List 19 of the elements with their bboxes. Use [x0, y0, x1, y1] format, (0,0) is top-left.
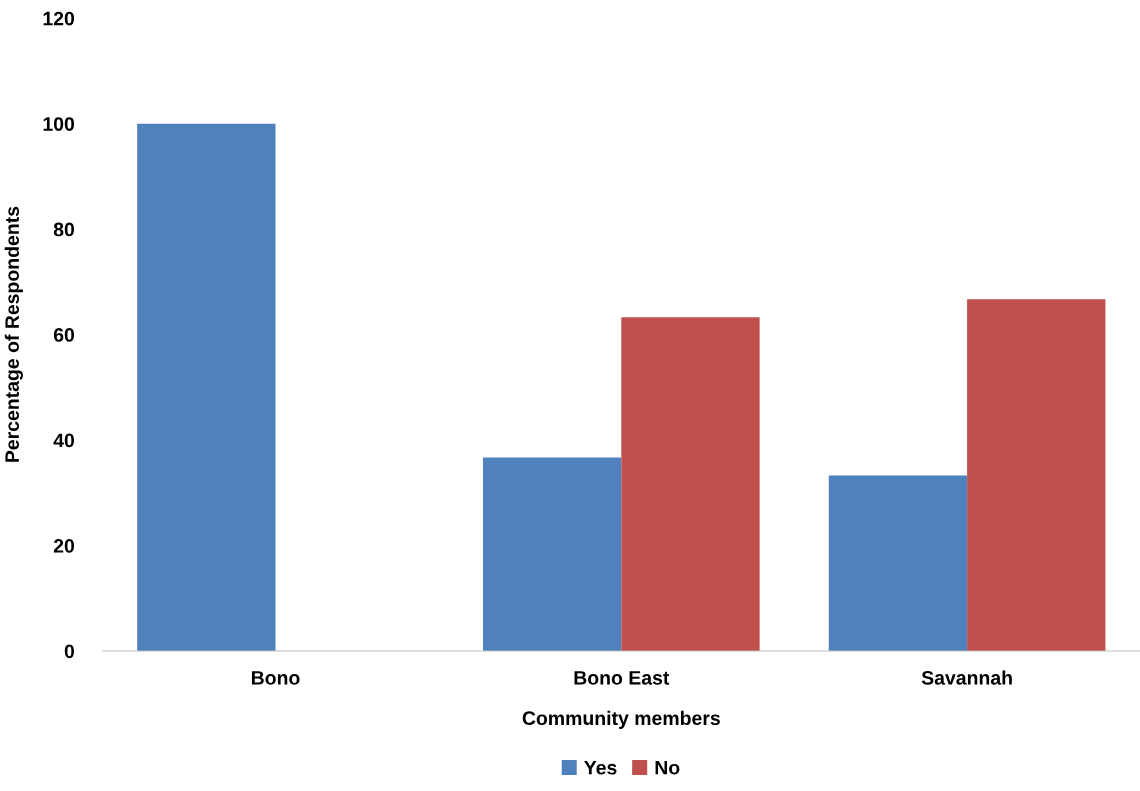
y-tick-label: 100 — [43, 117, 75, 131]
y-tick-label: 20 — [53, 538, 75, 553]
bar — [482, 457, 622, 651]
x-tick-label: Bono — [251, 671, 300, 685]
y-tick-label: 40 — [53, 433, 75, 448]
y-tick-label: 0 — [64, 644, 75, 659]
x-tick-label: Savannah — [921, 670, 1012, 685]
bar — [828, 475, 968, 651]
y-axis-title: Percentage of Respondents — [4, 206, 23, 462]
bar — [967, 299, 1106, 651]
y-tick-label: 80 — [53, 222, 75, 237]
x-axis-title: Community members — [522, 710, 720, 729]
bar — [137, 123, 276, 651]
legend-label: No — [655, 760, 680, 775]
legend-label: Yes — [584, 760, 617, 775]
bar — [621, 317, 760, 651]
x-tick-label: Bono East — [574, 671, 670, 685]
y-tick-label: 120 — [43, 11, 75, 26]
y-tick-label: 60 — [53, 328, 75, 342]
